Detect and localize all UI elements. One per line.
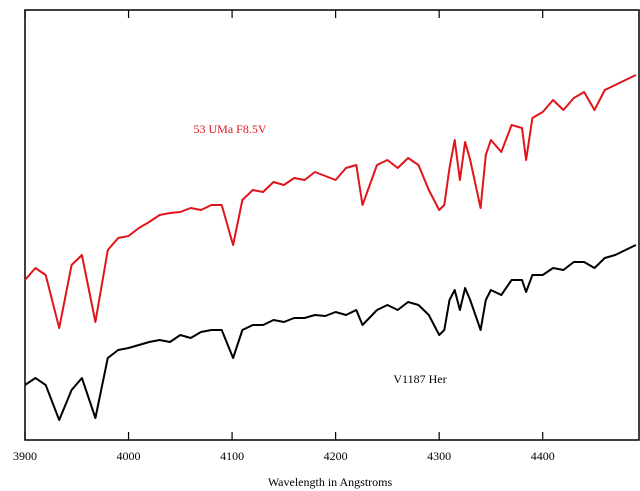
- spectrum-line: [24, 244, 637, 421]
- x-tick-label: 4000: [117, 449, 141, 463]
- x-tick-label: 4300: [427, 449, 451, 463]
- x-tick-label: 4400: [531, 449, 555, 463]
- annotation: 53 UMa F8.5V: [193, 122, 266, 136]
- x-tick-label: 4100: [220, 449, 244, 463]
- spectrum-line: [24, 74, 637, 329]
- plot-frame: [24, 9, 640, 441]
- annotation: V1187 Her: [393, 372, 446, 386]
- x-tick-label: 3900: [13, 449, 37, 463]
- x-axis-label: Wavelength in Angstroms: [268, 475, 393, 489]
- x-tick-label: 4200: [324, 449, 348, 463]
